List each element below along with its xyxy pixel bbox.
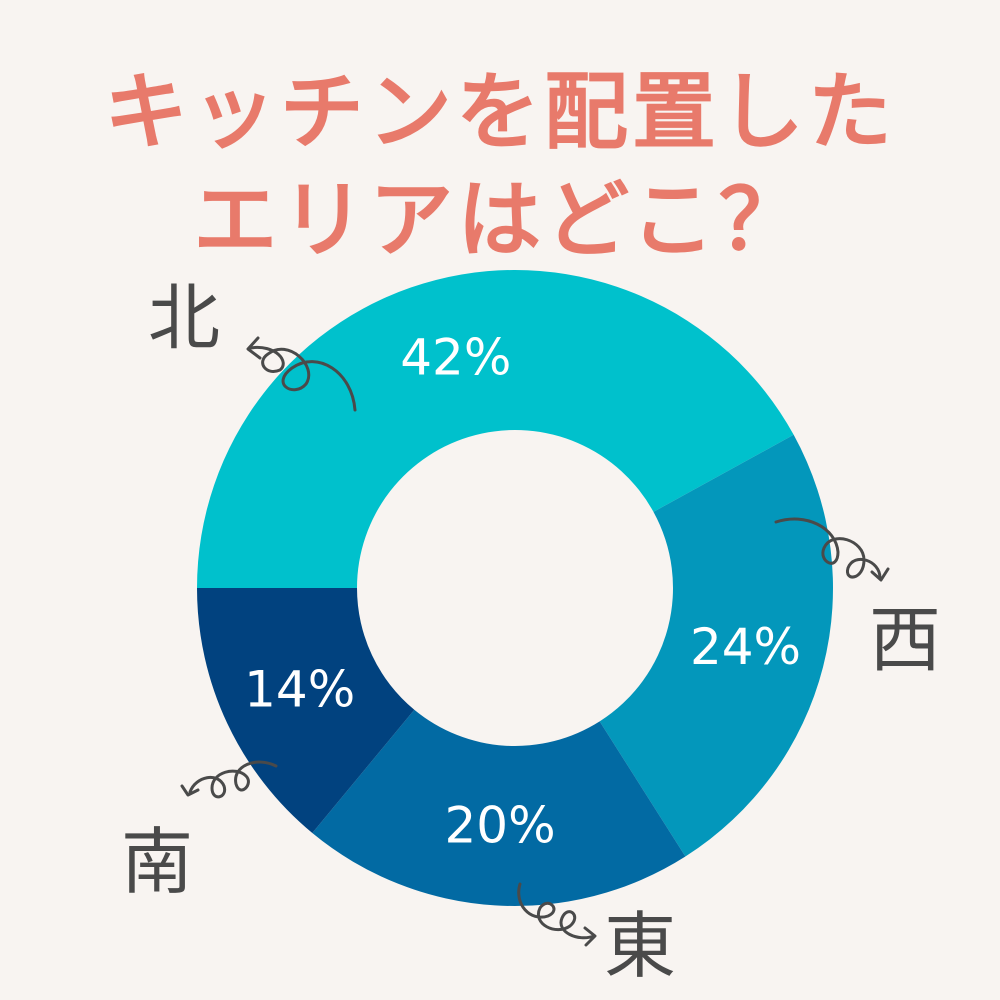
direction-label-north: 北 bbox=[148, 276, 220, 360]
percent-label-0: 42% bbox=[400, 328, 511, 386]
percent-label-1: 24% bbox=[690, 618, 801, 676]
direction-label-east: 東 bbox=[604, 904, 676, 988]
percent-label-2: 20% bbox=[444, 797, 555, 855]
curl-arrow-west bbox=[774, 517, 890, 582]
direction-label-south: 南 bbox=[121, 820, 193, 904]
donut-slice-3 bbox=[197, 588, 415, 834]
curl-arrow-east bbox=[517, 882, 597, 947]
curl-arrow-north bbox=[246, 336, 357, 412]
direction-label-west: 西 bbox=[869, 598, 941, 682]
donut-slice-1 bbox=[599, 434, 833, 857]
title-line-2: エリアはどこ？ bbox=[193, 171, 807, 269]
title-line-1: キッチンを配置した bbox=[103, 63, 896, 161]
percent-label-3: 14% bbox=[244, 660, 355, 718]
donut-slice-0 bbox=[197, 270, 794, 588]
curl-arrow-south bbox=[180, 760, 278, 799]
chart-title: キッチンを配置した エリアはどこ？ bbox=[0, 58, 1000, 274]
donut-slice-2 bbox=[312, 709, 686, 906]
